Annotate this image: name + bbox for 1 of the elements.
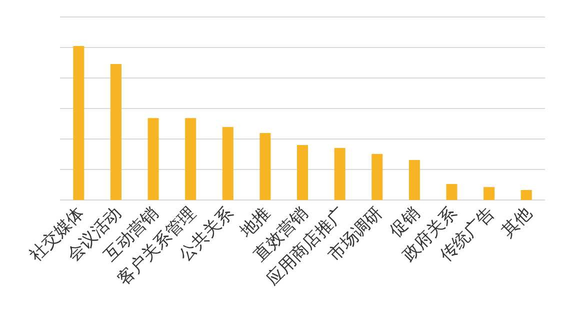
x-tick-label: 其他	[498, 203, 536, 242]
